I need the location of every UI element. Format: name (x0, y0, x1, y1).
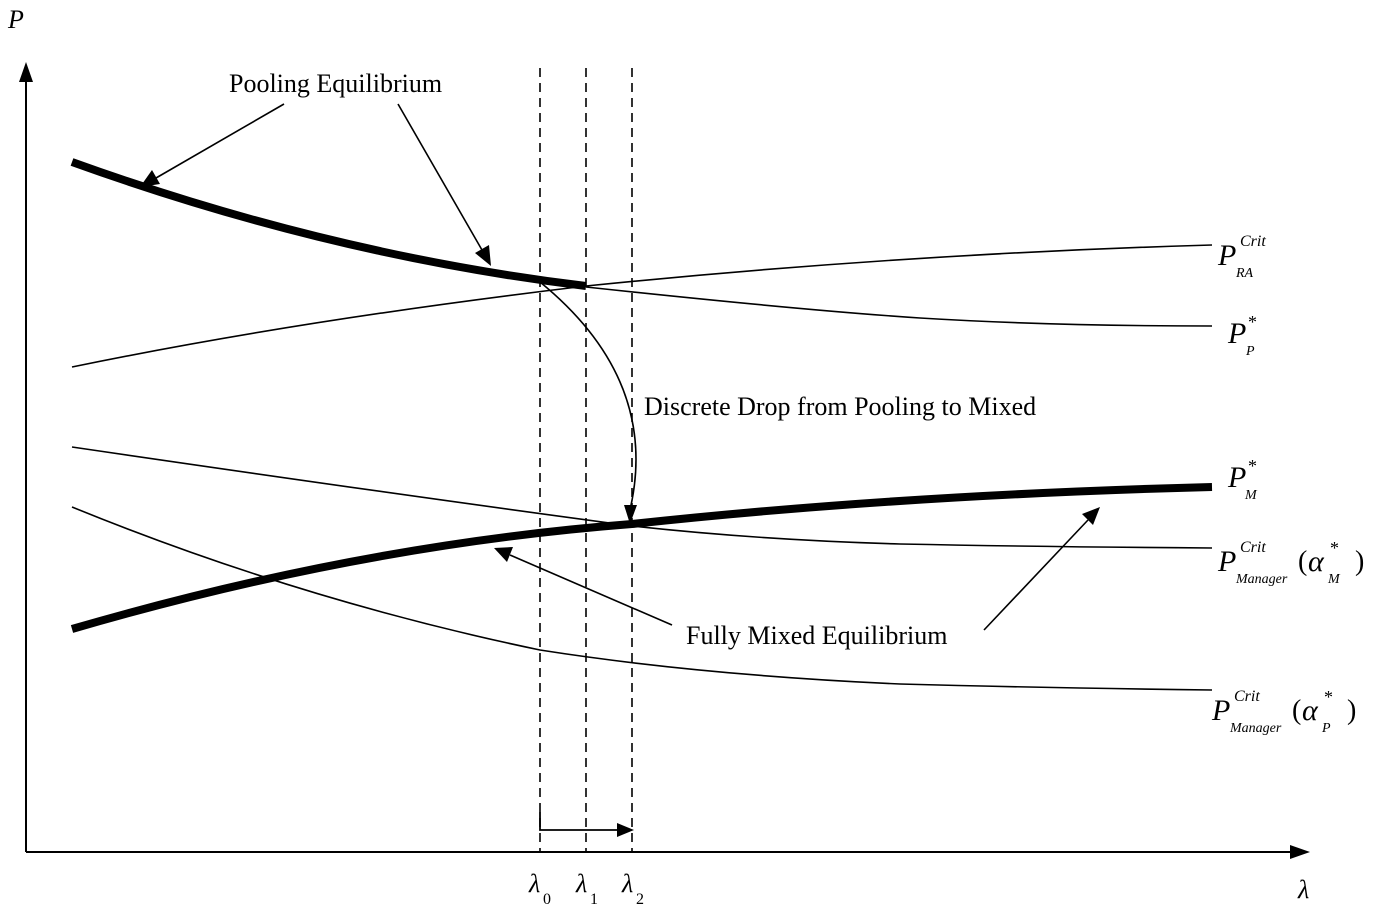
svg-text:Crit: Crit (1234, 688, 1260, 705)
svg-text:RA: RA (1235, 266, 1254, 281)
svg-text:Manager: Manager (1229, 721, 1282, 736)
svg-text:*: * (1330, 538, 1339, 558)
lambda-guides (539, 68, 633, 852)
svg-text:M: M (1244, 488, 1258, 503)
discrete-drop-arrowhead (624, 505, 637, 524)
y-axis-label: P (7, 5, 24, 34)
curve-p-star-m (70, 483, 1213, 633)
svg-text:P: P (1211, 694, 1230, 727)
x-axis-label: λ (1297, 875, 1309, 904)
label-p-star-p: P * P (1227, 312, 1257, 359)
svg-text:Crit: Crit (1240, 539, 1266, 556)
svg-text:P: P (1217, 545, 1236, 578)
svg-text:α: α (1302, 694, 1319, 727)
svg-text:Crit: Crit (1240, 233, 1266, 250)
svg-text:*: * (1248, 456, 1257, 476)
svg-text:1: 1 (590, 891, 598, 908)
x-tick-lambda1: λ 1 (575, 869, 598, 908)
svg-text:*: * (1248, 312, 1257, 332)
mixed-arrow-left (509, 554, 673, 626)
svg-text:P: P (1217, 239, 1236, 272)
mixed-arrowhead-right (1082, 507, 1100, 525)
pooling-arrow-right (397, 103, 483, 251)
svg-text:(: ( (1292, 695, 1301, 726)
svg-text:P: P (1321, 721, 1331, 736)
svg-text:(: ( (1298, 546, 1307, 577)
svg-text:M: M (1327, 572, 1341, 587)
svg-text:): ) (1347, 695, 1356, 726)
svg-text:λ: λ (621, 869, 633, 898)
label-p-crit-ra: P Crit RA (1217, 233, 1266, 281)
mixed-arrow-right (983, 519, 1089, 631)
discrete-drop-curve (539, 281, 637, 511)
curve-p-crit-manager-m (71, 446, 1213, 549)
x-axis-arrowhead (1290, 845, 1310, 859)
label-p-crit-manager-m: P Crit Manager ( α * M ) (1217, 538, 1364, 587)
svg-text:λ: λ (575, 869, 587, 898)
curve-p-crit-ra (71, 244, 1213, 368)
discrete-drop-label: Discrete Drop from Pooling to Mixed (644, 392, 1036, 421)
curve-p-star-p (585, 286, 1213, 327)
svg-text:*: * (1324, 687, 1333, 707)
svg-text:0: 0 (543, 891, 551, 908)
pooling-arrowhead-right (475, 245, 491, 266)
x-tick-lambda0: λ 0 (528, 869, 551, 908)
fully-mixed-equilibrium-label: Fully Mixed Equilibrium (686, 621, 947, 650)
svg-text:P: P (1245, 344, 1255, 359)
svg-text:2: 2 (636, 891, 644, 908)
pooling-arrow-left (155, 103, 285, 179)
interval-arrowhead (617, 823, 634, 837)
svg-text:P: P (1227, 317, 1246, 350)
axes (19, 62, 1310, 859)
svg-text:P: P (1227, 461, 1246, 494)
svg-text:λ: λ (528, 869, 540, 898)
interval-arrow (539, 812, 620, 831)
curve-pooling-equilibrium (70, 158, 587, 290)
pooling-arrowhead-left (140, 170, 160, 187)
svg-text:): ) (1355, 546, 1364, 577)
svg-text:Manager: Manager (1235, 572, 1288, 587)
x-tick-lambda2: λ 2 (621, 869, 644, 908)
svg-text:α: α (1308, 545, 1325, 578)
curve-p-crit-manager-p (71, 506, 1213, 691)
label-p-star-m: P * M (1227, 456, 1258, 503)
y-axis-arrowhead (19, 62, 33, 82)
mixed-arrowhead-left (494, 547, 513, 562)
label-p-crit-manager-p: P Crit Manager ( α * P ) (1211, 687, 1356, 736)
pooling-equilibrium-label: Pooling Equilibrium (229, 69, 442, 98)
